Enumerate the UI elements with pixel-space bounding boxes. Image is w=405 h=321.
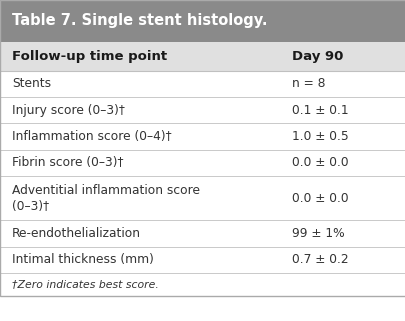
Text: 0.7 ± 0.2: 0.7 ± 0.2 — [292, 253, 348, 266]
Text: 99 ± 1%: 99 ± 1% — [292, 227, 344, 240]
Text: n = 8: n = 8 — [292, 77, 325, 90]
Text: Adventitial inflammation score
(0–3)†: Adventitial inflammation score (0–3)† — [12, 184, 200, 213]
FancyBboxPatch shape — [0, 176, 405, 220]
FancyBboxPatch shape — [0, 273, 405, 296]
Text: 0.1 ± 0.1: 0.1 ± 0.1 — [292, 104, 348, 117]
FancyBboxPatch shape — [0, 97, 405, 123]
Text: Day 90: Day 90 — [292, 50, 343, 63]
Text: Intimal thickness (mm): Intimal thickness (mm) — [12, 253, 153, 266]
Text: Injury score (0–3)†: Injury score (0–3)† — [12, 104, 125, 117]
Text: Follow-up time point: Follow-up time point — [12, 50, 167, 63]
Text: 1.0 ± 0.5: 1.0 ± 0.5 — [292, 130, 348, 143]
FancyBboxPatch shape — [0, 220, 405, 247]
Text: Inflammation score (0–4)†: Inflammation score (0–4)† — [12, 130, 171, 143]
Text: †Zero indicates best score.: †Zero indicates best score. — [12, 279, 159, 290]
Text: 0.0 ± 0.0: 0.0 ± 0.0 — [292, 156, 348, 169]
Text: Stents: Stents — [12, 77, 51, 90]
FancyBboxPatch shape — [0, 247, 405, 273]
FancyBboxPatch shape — [0, 150, 405, 176]
FancyBboxPatch shape — [0, 42, 405, 71]
FancyBboxPatch shape — [0, 123, 405, 150]
Text: 0.0 ± 0.0: 0.0 ± 0.0 — [292, 192, 348, 204]
FancyBboxPatch shape — [0, 0, 405, 42]
Text: Fibrin score (0–3)†: Fibrin score (0–3)† — [12, 156, 124, 169]
Text: Re-endothelialization: Re-endothelialization — [12, 227, 141, 240]
FancyBboxPatch shape — [0, 71, 405, 97]
Text: Table 7. Single stent histology.: Table 7. Single stent histology. — [12, 13, 267, 28]
